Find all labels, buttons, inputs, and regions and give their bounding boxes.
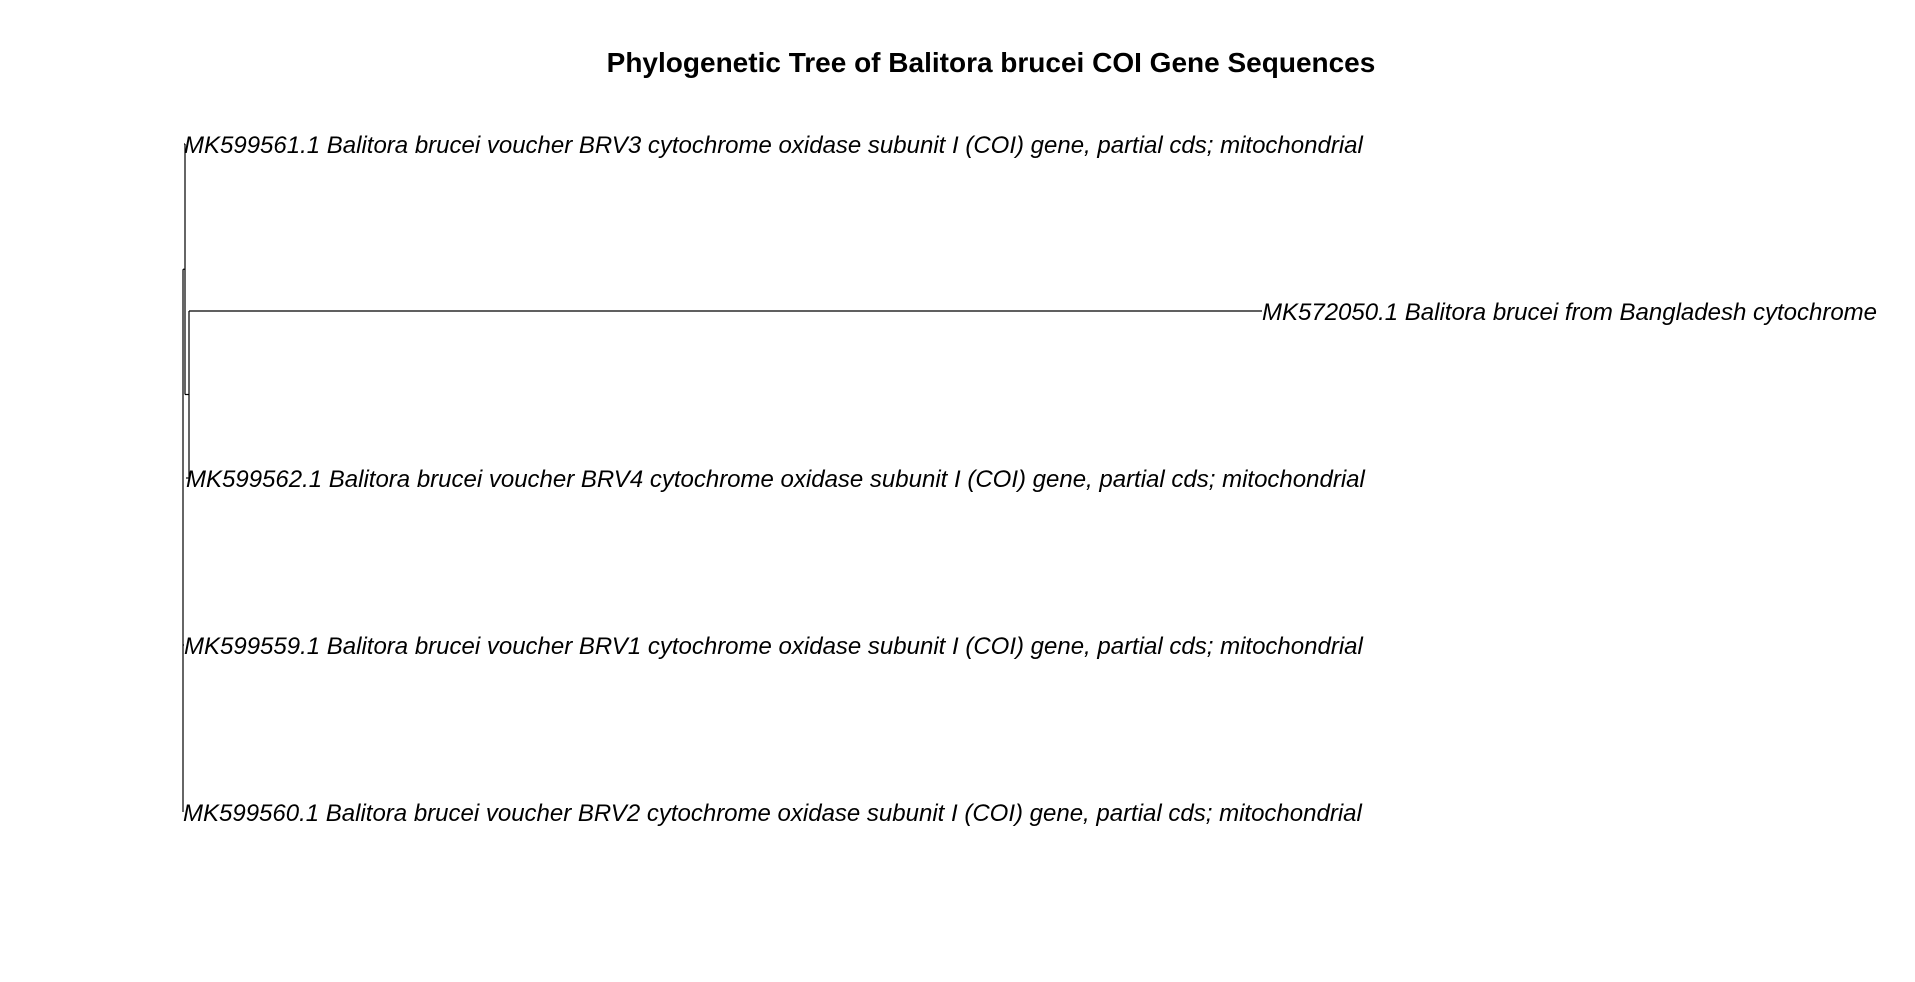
tree-branches [182, 143, 1262, 812]
tip-label-mk599560: MK599560.1 Balitora brucei voucher BRV2 … [183, 800, 1362, 827]
tip-label-mk599561: MK599561.1 Balitora brucei voucher BRV3 … [184, 132, 1363, 159]
tip-label-mk599562: MK599562.1 Balitora brucei voucher BRV4 … [186, 466, 1365, 493]
plot-title: Phylogenetic Tree of Balitora brucei COI… [607, 47, 1376, 78]
tip-label-mk599559: MK599559.1 Balitora brucei voucher BRV1 … [184, 633, 1363, 660]
tip-label-mk572050: MK572050.1 Balitora brucei from Banglade… [1262, 299, 1877, 326]
